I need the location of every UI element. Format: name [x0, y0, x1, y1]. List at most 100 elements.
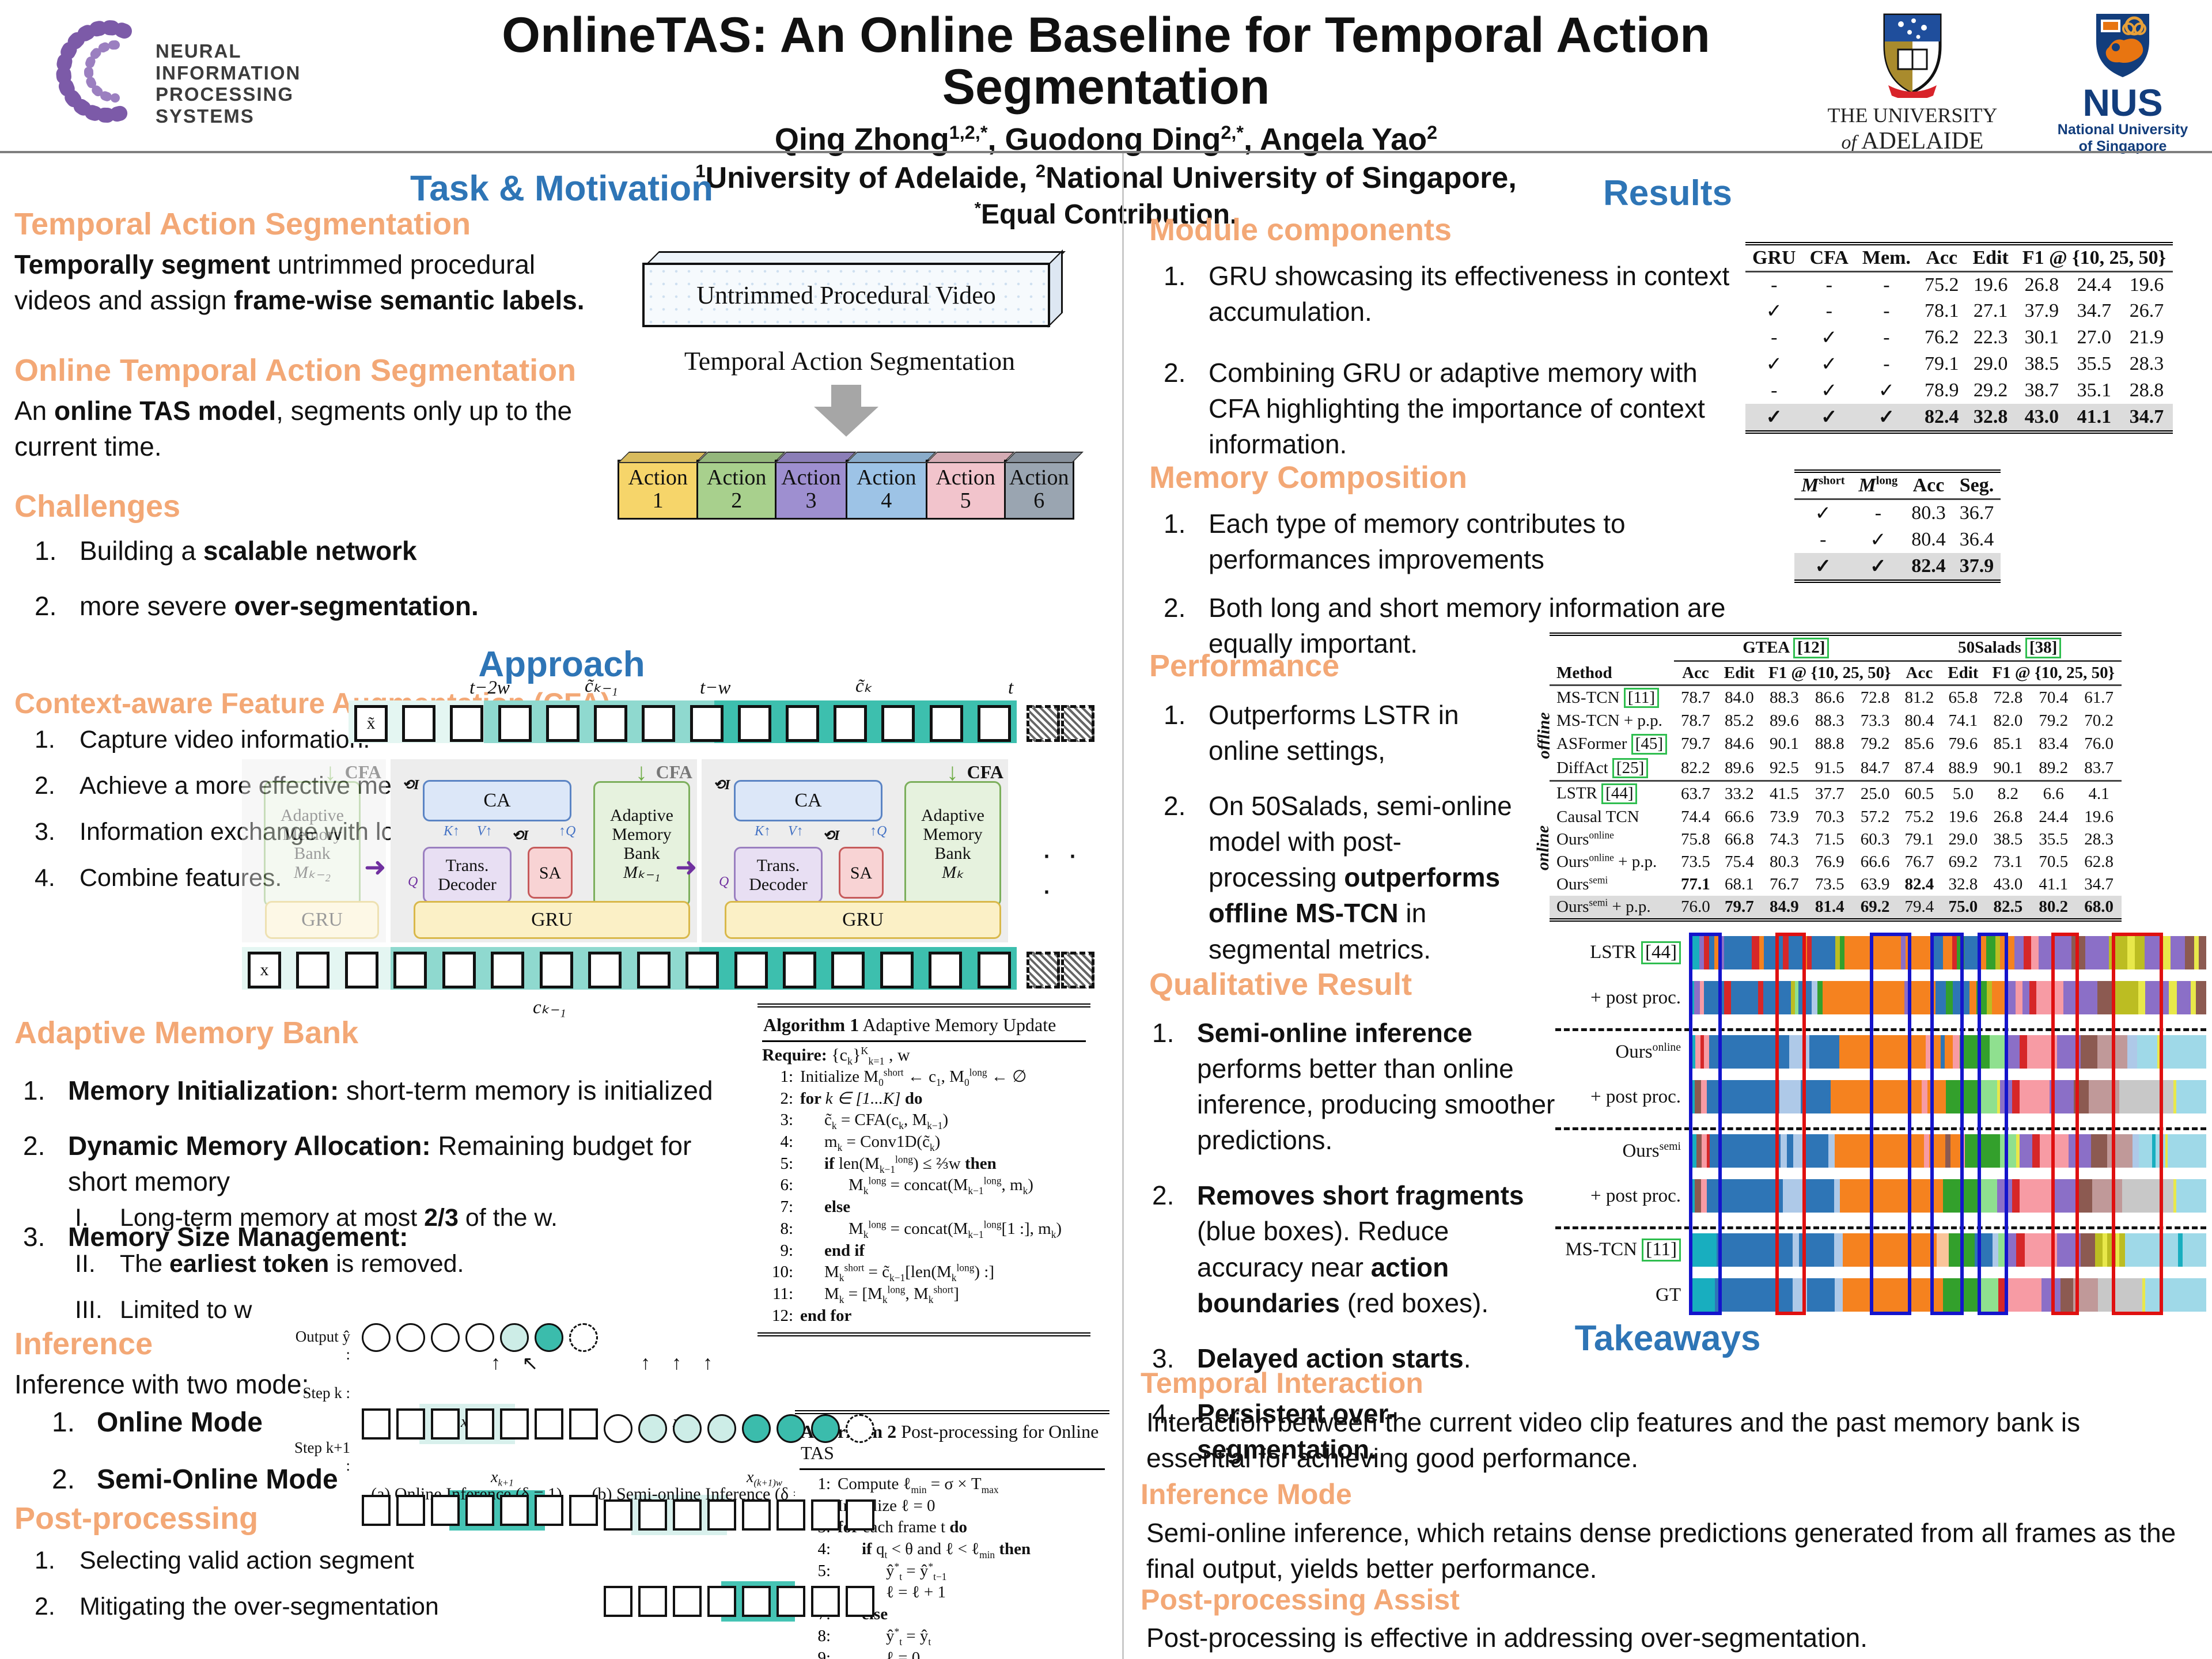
cross-attention-block: CA [734, 780, 882, 821]
qual-row-label: Oursonline [1615, 1040, 1681, 1062]
action-segments-bar: Action 1 Action 2 Action 3 Action 4 Action 5 Actio… [618, 452, 1084, 520]
value-label: V↑ [477, 824, 493, 839]
semionline-output-circles [604, 1414, 1145, 1443]
algorithm-1-lines: 1: Initialize M0short ← c1, M0long ← ∅ 2: f… [771, 1066, 1062, 1325]
tas-arrow-label: Temporal Action Segmentation [684, 346, 1016, 376]
transformer-decoder-block: Trans. Decoder [423, 847, 512, 903]
adelaide-logo-line2: of ADELAIDE [1841, 128, 1984, 154]
temporal-interaction-body: Interaction between the current video cl… [1146, 1407, 2081, 1474]
algorithm-2: Algorithm 2 Post-processing for Online T… [795, 1410, 1109, 1659]
cfa-tag: CFA [656, 762, 692, 782]
adelaide-logo-line1: THE UNIVERSITY [1827, 104, 1998, 127]
gru-block: GRU [725, 901, 1001, 939]
query-label: Q [719, 874, 729, 889]
performance-list: 1. Outperforms LSTR in online settings, 2.… [1164, 700, 1512, 964]
key-label: K↑ [444, 824, 460, 839]
adaptive-memory-bank-block: Adaptive Memory Bank Mₖ₋₂ [264, 781, 361, 907]
dashed-separator [1555, 1028, 2206, 1031]
gru-block: GRU [414, 901, 690, 939]
section-task-motivation: Task & Motivation [410, 169, 713, 209]
memory-pass-arrow-icon: ➜ [675, 852, 698, 882]
label-xk1: xk+1 [491, 1468, 514, 1488]
neurips-swirl-icon [56, 20, 132, 123]
label-t-w: t−w [700, 677, 731, 698]
poster-title: OnlineTAS: An Online Baseline for Tempor… [502, 7, 1710, 115]
heading-memory-composition: Memory Composition [1149, 460, 1468, 495]
semionline-step-k-squares [604, 1495, 1145, 1535]
qual-row-label: + post proc. [1590, 1086, 1681, 1107]
performance-table: Method GTEA [12] 50Salads [38] Acc Edit F… [1550, 632, 2122, 922]
label-t: t [1008, 677, 1014, 698]
nus-crest-icon [2096, 14, 2149, 77]
inference-modes-list: 1. Online Mode 2. Semi-Online Mode [52, 1407, 338, 1495]
qual-row-label: + post proc. [1590, 1185, 1681, 1206]
online-step-k-squares [362, 1404, 903, 1444]
heading-performance: Performance [1149, 649, 1340, 683]
qual-row-label: MS-TCN [11] [1555, 1238, 1690, 1262]
down-arrow-head-icon [814, 407, 878, 437]
cfa-tag: CFA [967, 762, 1003, 782]
heading-temporal-interaction: Temporal Interaction [1141, 1367, 1423, 1399]
segmentation-bar [1690, 1278, 2206, 1312]
top-token-strip: x̃ [354, 705, 1011, 742]
heading-tas: Temporal Action Segmentation [14, 207, 471, 241]
heading-post-processing-assist: Post-processing Assist [1141, 1584, 1460, 1616]
nus-logo: NUS National University of Singapore [2051, 12, 2195, 155]
qual-row-label: GT [1656, 1284, 1681, 1305]
identity-loop-label: ⟲I [713, 778, 730, 793]
qualitative-figure: LSTR [44] + post proc. Oursonline + post… [1555, 933, 2207, 1315]
qual-row-label: LSTR [44] [1555, 941, 1690, 964]
cfa-tag: CFA [344, 762, 381, 782]
label-xk1w: x(k+1)w [747, 1468, 782, 1488]
tas-body: Temporally segment untrimmed procedural … [14, 249, 585, 316]
prediction-arrow-icon: ↑ [672, 1352, 681, 1374]
adaptive-memory-bank-block: Adaptive Memory Bank Mₖ₋₁ [593, 781, 690, 907]
cfa-down-arrow-icon: ↓ [324, 759, 336, 785]
clip-panel-k: CFA ↓ CA ⟲I K↑ V↑ ↑Q ⟲I Trans. Decoder SA… [702, 758, 1008, 942]
clip-window-band [449, 1490, 545, 1531]
qualitative-list: 1. Semi-online inference performs better … [1152, 1018, 1555, 1464]
neurips-logo: NEURAL INFORMATION PROCESSING SYSTEMS [35, 10, 403, 143]
online-step-k1-squares [362, 1490, 903, 1531]
top-hatched-tokens [1027, 705, 1094, 742]
prediction-arrow-icon: ↑ [703, 1352, 713, 1374]
adelaide-logo: THE UNIVERSITY of ADELAIDE [1803, 12, 2022, 155]
section-approach: Approach [478, 645, 645, 684]
bottom-token-strip: x [248, 952, 1011, 988]
section-results: Results [1603, 173, 1732, 213]
label-ck-1-tilde: c̃ₖ₋₁ [585, 676, 618, 696]
output-row-label: Output ŷ : [295, 1328, 350, 1363]
heading-module-components: Module components [1149, 213, 1452, 247]
inference-mode-body: Semi-online inference, which retains den… [1146, 1518, 2176, 1584]
algorithm-1: Algorithm 1 Adaptive Memory Update Requi… [757, 1003, 1090, 1337]
cfa-list: 1. Capture video information. 2. Achieve a … [35, 726, 560, 892]
segmentation-bar [1690, 936, 2206, 969]
cross-attention-block: CA [423, 780, 571, 821]
inference-intro: Inference with two mode: [14, 1369, 309, 1399]
affiliations: 1University of Adelaide, 2National Unive… [695, 161, 1517, 195]
header-divider [0, 151, 2212, 153]
algorithm-1-require: Require: {ck}Kk=1 , w [762, 1045, 910, 1067]
prediction-arrow-icon: ↖ [522, 1353, 539, 1374]
online-output-circles [362, 1323, 903, 1352]
prediction-arrow-icon: ↑ [641, 1352, 650, 1374]
label-ck-tilde: c̃ₖ [855, 676, 872, 696]
qual-row-label: Ourssemi [1622, 1139, 1681, 1161]
identity-loop-label: ⟲I [512, 828, 529, 843]
module-ablation-table: GRU CFA Mem. Acc Edit F1 @ {10, 25, 50} ---… [1745, 242, 2173, 434]
cfa-down-arrow-icon: ↓ [946, 758, 959, 785]
transformer-decoder-block: Trans. Decoder [734, 847, 823, 903]
down-arrow-icon [831, 385, 861, 408]
step-k1-row-label: Step k+1 : [294, 1439, 350, 1474]
post-processing-list: 1. Selecting valid action segment 2. Mitiga… [35, 1547, 439, 1621]
approach-diagram: t−2w c̃ₖ₋₁ t−w c̃ₖ t x̃ CFA ↓ Adaptive Me… [242, 676, 1106, 1018]
step-k-row-label: Step k : [302, 1384, 350, 1402]
heading-inference: Inference [14, 1327, 153, 1361]
ellipsis: · · · [1041, 837, 1081, 907]
identity-loop-label: ⟲I [823, 828, 840, 843]
heading-post-processing: Post-processing [14, 1501, 259, 1536]
nus-logo-line1: National University [2057, 122, 2188, 138]
key-label: K↑ [755, 824, 771, 839]
nus-logo-acronym: NUS [2082, 81, 2163, 124]
